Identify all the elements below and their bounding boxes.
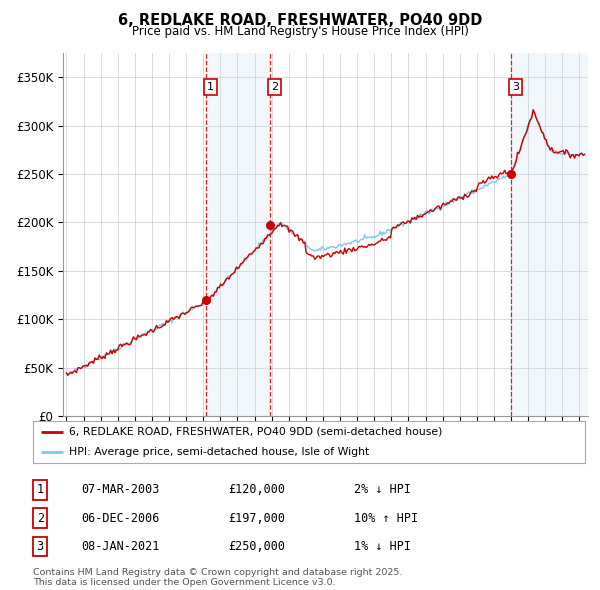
Text: 08-JAN-2021: 08-JAN-2021 xyxy=(81,540,160,553)
Text: Price paid vs. HM Land Registry's House Price Index (HPI): Price paid vs. HM Land Registry's House … xyxy=(131,25,469,38)
Text: £197,000: £197,000 xyxy=(228,512,285,525)
Text: 6, REDLAKE ROAD, FRESHWATER, PO40 9DD: 6, REDLAKE ROAD, FRESHWATER, PO40 9DD xyxy=(118,13,482,28)
Text: £120,000: £120,000 xyxy=(228,483,285,496)
Text: HPI: Average price, semi-detached house, Isle of Wight: HPI: Average price, semi-detached house,… xyxy=(69,447,369,457)
Text: 6, REDLAKE ROAD, FRESHWATER, PO40 9DD (semi-detached house): 6, REDLAKE ROAD, FRESHWATER, PO40 9DD (s… xyxy=(69,427,442,437)
Text: 3: 3 xyxy=(512,82,519,92)
Text: 1% ↓ HPI: 1% ↓ HPI xyxy=(354,540,411,553)
Bar xyxy=(511,53,588,416)
Text: 2: 2 xyxy=(271,82,278,92)
Text: Contains HM Land Registry data © Crown copyright and database right 2025.
This d: Contains HM Land Registry data © Crown c… xyxy=(33,568,403,587)
Text: 2: 2 xyxy=(37,512,44,525)
Text: 3: 3 xyxy=(37,540,44,553)
Text: 1: 1 xyxy=(37,483,44,496)
Text: 07-MAR-2003: 07-MAR-2003 xyxy=(81,483,160,496)
Text: 2% ↓ HPI: 2% ↓ HPI xyxy=(354,483,411,496)
Text: 1: 1 xyxy=(207,82,214,92)
Text: 10% ↑ HPI: 10% ↑ HPI xyxy=(354,512,418,525)
Text: 06-DEC-2006: 06-DEC-2006 xyxy=(81,512,160,525)
Text: £250,000: £250,000 xyxy=(228,540,285,553)
Bar xyxy=(206,53,270,416)
